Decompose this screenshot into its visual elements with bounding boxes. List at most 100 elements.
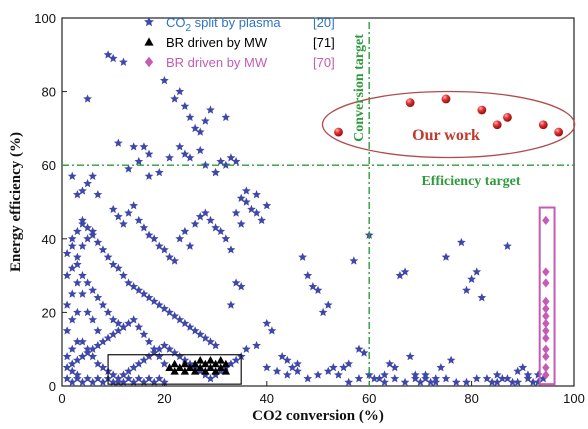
star-point [221, 234, 231, 243]
star-point [67, 234, 77, 243]
star-point [93, 326, 103, 335]
star-point [354, 344, 364, 353]
star-point [170, 256, 180, 265]
star-point [124, 164, 133, 173]
star-point [165, 344, 174, 353]
star-point [359, 348, 369, 357]
star-point [144, 337, 154, 346]
star-point [62, 326, 72, 335]
star-point [165, 252, 174, 261]
x-tick-label: 40 [260, 391, 274, 406]
star-point [119, 271, 128, 280]
legend-ref-br71: [71] [313, 35, 335, 50]
star-point [78, 271, 87, 280]
triangle-point [201, 359, 210, 368]
star-point [113, 263, 123, 272]
legend-item-br71: BR driven by MW [71] [144, 35, 335, 50]
star-point [441, 252, 451, 261]
legend-diamond-marker [144, 56, 154, 68]
star-point [175, 315, 185, 324]
legend-item-br70: BR driven by MW [70] [144, 55, 335, 70]
star-point [154, 300, 164, 309]
star-point [200, 116, 210, 125]
star-point [108, 204, 118, 214]
star-point [354, 374, 364, 383]
star-point [247, 204, 256, 214]
y-tick-label: 100 [34, 11, 56, 26]
star-point [103, 333, 113, 342]
star-point [211, 167, 220, 177]
star-point [108, 53, 118, 63]
diamond-point [542, 311, 550, 321]
star-point [62, 374, 72, 383]
star-point [390, 374, 400, 383]
star-point [175, 142, 185, 151]
star-point [436, 363, 446, 372]
star-point [538, 374, 548, 383]
star-point [467, 274, 476, 283]
star-point [323, 366, 333, 375]
star-point [98, 337, 108, 346]
diamond-point [542, 215, 550, 225]
star-point [88, 351, 98, 361]
star-point [108, 315, 118, 324]
star-point [308, 282, 318, 291]
diamond-point [542, 296, 550, 306]
star-point [323, 300, 333, 309]
star-point [78, 215, 87, 225]
star-point [129, 315, 139, 324]
star-point [144, 230, 154, 239]
y-tick-label: 20 [42, 305, 56, 320]
star-point [67, 344, 77, 353]
star-point [78, 241, 87, 250]
star-point [154, 167, 164, 177]
diamond-point [542, 370, 550, 380]
star-point [364, 370, 374, 379]
star-point [67, 359, 77, 368]
star-point [139, 355, 149, 364]
star-point [313, 370, 323, 379]
star-point [175, 87, 185, 96]
star-point [400, 377, 410, 387]
star-point [231, 278, 241, 287]
diamond-point [542, 351, 550, 362]
star-point [190, 326, 200, 335]
star-point [160, 340, 169, 350]
star-point [119, 370, 128, 379]
star-point [482, 374, 492, 383]
star-point [405, 351, 415, 361]
star-point [160, 75, 169, 85]
star-point [165, 307, 174, 317]
legend-ref-br70: [70] [313, 55, 335, 70]
star-point [380, 370, 389, 379]
star-point [303, 271, 313, 280]
star-point [108, 370, 118, 379]
star-point [67, 289, 77, 298]
star-point [72, 226, 82, 236]
our-work-point [492, 120, 502, 130]
star-point [195, 127, 205, 136]
star-point [98, 245, 108, 254]
star-point [421, 370, 430, 379]
star-point [293, 359, 302, 368]
star-point [446, 355, 456, 364]
our-work-label: Our work [412, 127, 480, 144]
star-point [472, 267, 482, 276]
star-point [369, 374, 379, 383]
star-point [400, 267, 410, 276]
star-point [344, 359, 354, 368]
plot-area [61, 17, 575, 387]
legend-star-marker [144, 16, 154, 27]
star-point [134, 215, 144, 225]
our-work-point [554, 127, 564, 137]
star-point [78, 337, 87, 346]
star-point [139, 289, 149, 298]
star-point [72, 307, 82, 317]
star-point [190, 123, 200, 133]
star-point [462, 285, 471, 295]
star-point [216, 226, 226, 236]
star-point [124, 374, 133, 383]
star-point [62, 351, 72, 361]
star-point [395, 271, 405, 280]
triangle-point [196, 356, 205, 364]
